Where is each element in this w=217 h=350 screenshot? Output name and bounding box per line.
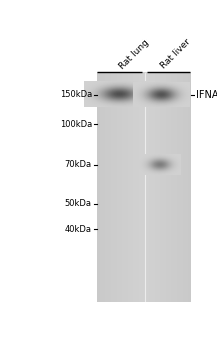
Text: Rat liver: Rat liver <box>159 37 193 71</box>
Text: 100kDa: 100kDa <box>60 120 92 129</box>
Text: 50kDa: 50kDa <box>65 199 92 208</box>
Text: 40kDa: 40kDa <box>65 225 92 234</box>
Text: Rat lung: Rat lung <box>117 38 151 71</box>
Text: IFNAR1: IFNAR1 <box>196 90 217 99</box>
Text: 150kDa: 150kDa <box>60 90 92 99</box>
Text: 70kDa: 70kDa <box>65 160 92 169</box>
